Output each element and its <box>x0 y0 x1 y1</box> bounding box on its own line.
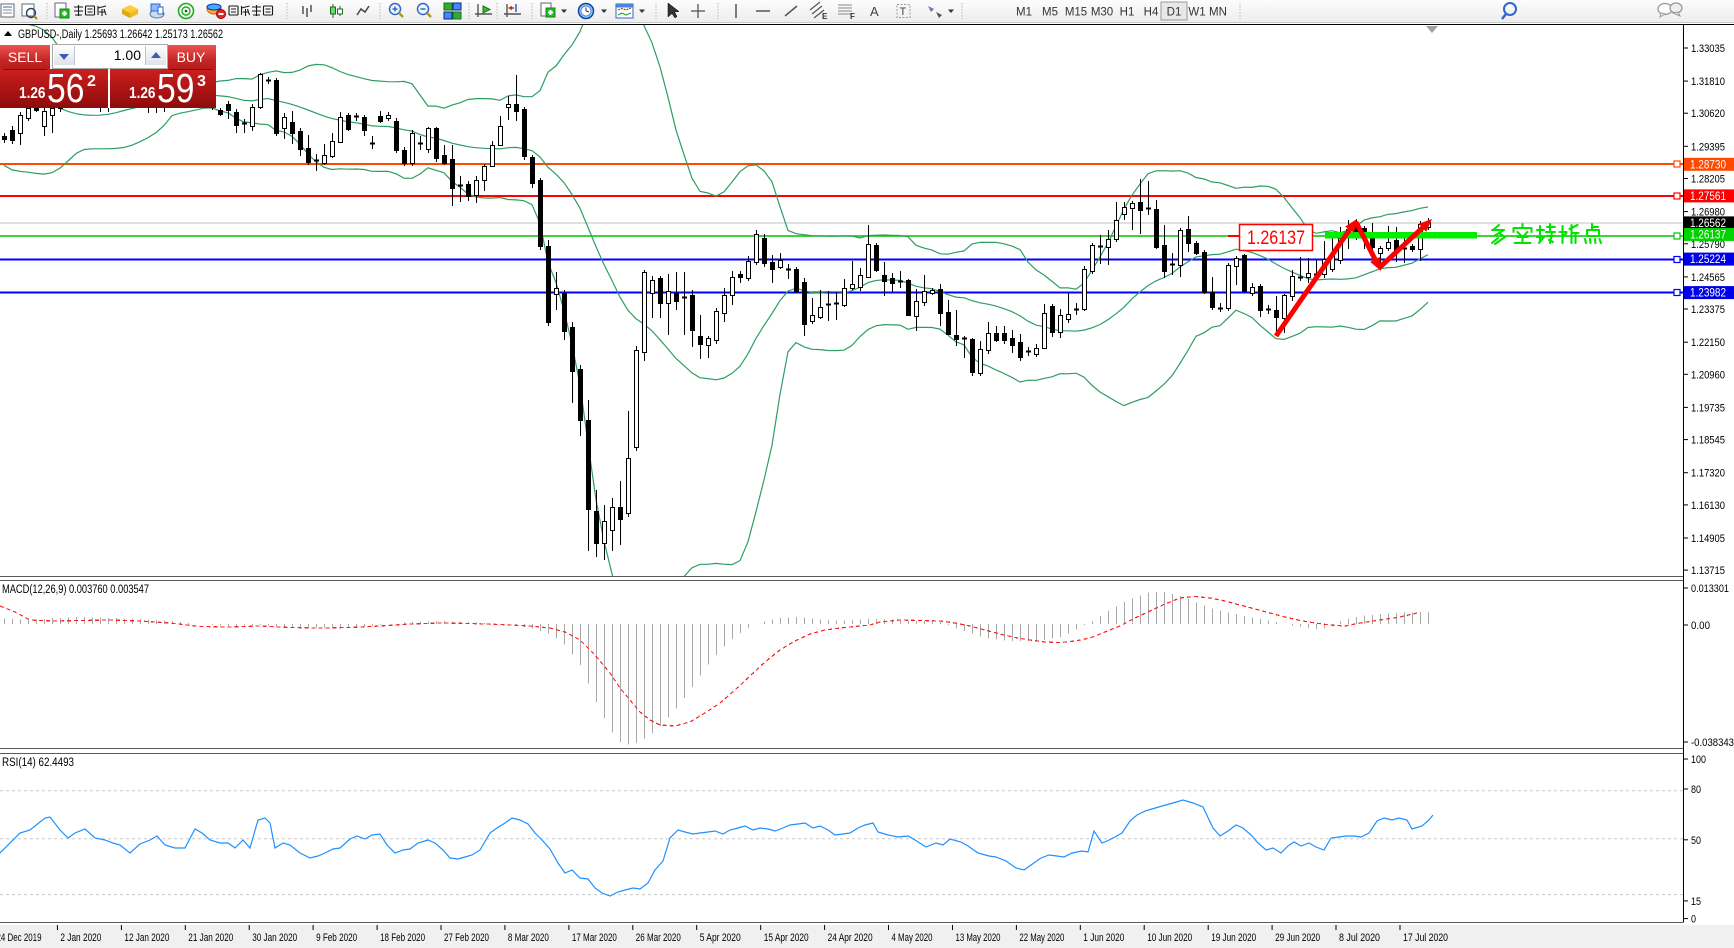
svg-text:12 Jan 2020: 12 Jan 2020 <box>124 932 169 944</box>
svg-text:5 Apr 2020: 5 Apr 2020 <box>700 932 741 944</box>
svg-text:10 Jun 2020: 10 Jun 2020 <box>1147 932 1192 944</box>
svg-text:2 Jan 2020: 2 Jan 2020 <box>60 932 101 944</box>
svg-text:22 May 2020: 22 May 2020 <box>1019 932 1064 944</box>
svg-text:17 Mar 2020: 17 Mar 2020 <box>572 932 617 944</box>
svg-text:1.23982: 1.23982 <box>1690 288 1726 300</box>
svg-text:18 Feb 2020: 18 Feb 2020 <box>380 932 425 944</box>
svg-text:1.26137: 1.26137 <box>1690 229 1726 241</box>
svg-text:19 Jun 2020: 19 Jun 2020 <box>1211 932 1256 944</box>
svg-text:H4: H4 <box>1144 7 1159 19</box>
svg-text:15 Apr 2020: 15 Apr 2020 <box>764 932 809 944</box>
svg-text:1.14905: 1.14905 <box>1691 533 1725 545</box>
svg-text:4 May 2020: 4 May 2020 <box>892 932 933 944</box>
svg-text:24 Apr 2020: 24 Apr 2020 <box>828 932 873 944</box>
svg-text:1.16130: 1.16130 <box>1691 500 1725 512</box>
svg-text:1.31810: 1.31810 <box>1691 76 1725 88</box>
svg-text:50: 50 <box>1691 835 1701 847</box>
svg-text:1.24565: 1.24565 <box>1691 272 1725 284</box>
svg-text:M1: M1 <box>1016 7 1032 19</box>
svg-text:30 Jan 2020: 30 Jan 2020 <box>252 932 297 944</box>
svg-text:1.30620: 1.30620 <box>1691 108 1725 120</box>
svg-text:1.25224: 1.25224 <box>1690 254 1727 266</box>
svg-text:1.22150: 1.22150 <box>1691 337 1725 349</box>
svg-text:1.25790: 1.25790 <box>1691 239 1725 251</box>
svg-text:GBPUSD-,Daily 1.25693 1.26642: GBPUSD-,Daily 1.25693 1.26642 1.25173 1.… <box>18 29 223 41</box>
svg-text:29 Jun 2020: 29 Jun 2020 <box>1275 932 1320 944</box>
svg-text:1.17320: 1.17320 <box>1691 468 1725 480</box>
svg-text:1.26562: 1.26562 <box>1690 218 1726 230</box>
svg-text:D1: D1 <box>1167 7 1182 19</box>
svg-text:1.29395: 1.29395 <box>1691 141 1725 153</box>
svg-text:8 Mar 2020: 8 Mar 2020 <box>508 932 549 944</box>
svg-text:1.23375: 1.23375 <box>1691 304 1725 316</box>
svg-text:80: 80 <box>1691 784 1701 796</box>
svg-text:A: A <box>870 4 879 19</box>
svg-text:24 Dec 2019: 24 Dec 2019 <box>0 932 42 944</box>
svg-text:27 Feb 2020: 27 Feb 2020 <box>444 932 489 944</box>
svg-text:T: T <box>900 6 907 18</box>
svg-text:M15: M15 <box>1065 7 1087 19</box>
svg-text:0: 0 <box>1691 914 1696 926</box>
svg-text:1.28205: 1.28205 <box>1691 174 1725 186</box>
svg-text:21 Jan 2020: 21 Jan 2020 <box>188 932 233 944</box>
svg-text:W1: W1 <box>1188 7 1205 19</box>
svg-text:M5: M5 <box>1042 7 1058 19</box>
svg-text:17 Jul 2020: 17 Jul 2020 <box>1403 932 1448 944</box>
svg-text:1.13715: 1.13715 <box>1691 565 1725 577</box>
svg-text:0.013301: 0.013301 <box>1691 583 1729 595</box>
svg-text:0.00: 0.00 <box>1691 620 1710 632</box>
svg-text:1.28730: 1.28730 <box>1690 159 1726 171</box>
svg-text:MN: MN <box>1209 7 1227 19</box>
svg-text:1.26980: 1.26980 <box>1691 207 1725 219</box>
svg-text:8 Jul 2020: 8 Jul 2020 <box>1339 932 1380 944</box>
svg-text:MACD(12,26,9) 0.003760 0.00354: MACD(12,26,9) 0.003760 0.003547 <box>2 584 149 596</box>
svg-text:H1: H1 <box>1120 7 1135 19</box>
svg-text:15: 15 <box>1691 896 1701 908</box>
svg-text:RSI(14) 62.4493: RSI(14) 62.4493 <box>2 757 74 769</box>
svg-text:26 Mar 2020: 26 Mar 2020 <box>636 932 681 944</box>
svg-text:1 Jun 2020: 1 Jun 2020 <box>1083 932 1124 944</box>
svg-text:1.20960: 1.20960 <box>1691 369 1725 381</box>
svg-text:1.27561: 1.27561 <box>1690 191 1726 203</box>
svg-text:M30: M30 <box>1091 7 1113 19</box>
svg-text:100: 100 <box>1691 754 1706 766</box>
svg-text:F: F <box>850 12 855 21</box>
svg-text:1.19735: 1.19735 <box>1691 402 1725 414</box>
svg-text:-0.038343: -0.038343 <box>1691 737 1734 749</box>
svg-text:1.33035: 1.33035 <box>1691 43 1725 55</box>
svg-text:E: E <box>822 12 828 21</box>
svg-text:9 Feb 2020: 9 Feb 2020 <box>316 932 357 944</box>
svg-text:1.26137: 1.26137 <box>1247 228 1305 249</box>
svg-text:13 May 2020: 13 May 2020 <box>956 932 1001 944</box>
svg-text:1.18545: 1.18545 <box>1691 435 1725 447</box>
